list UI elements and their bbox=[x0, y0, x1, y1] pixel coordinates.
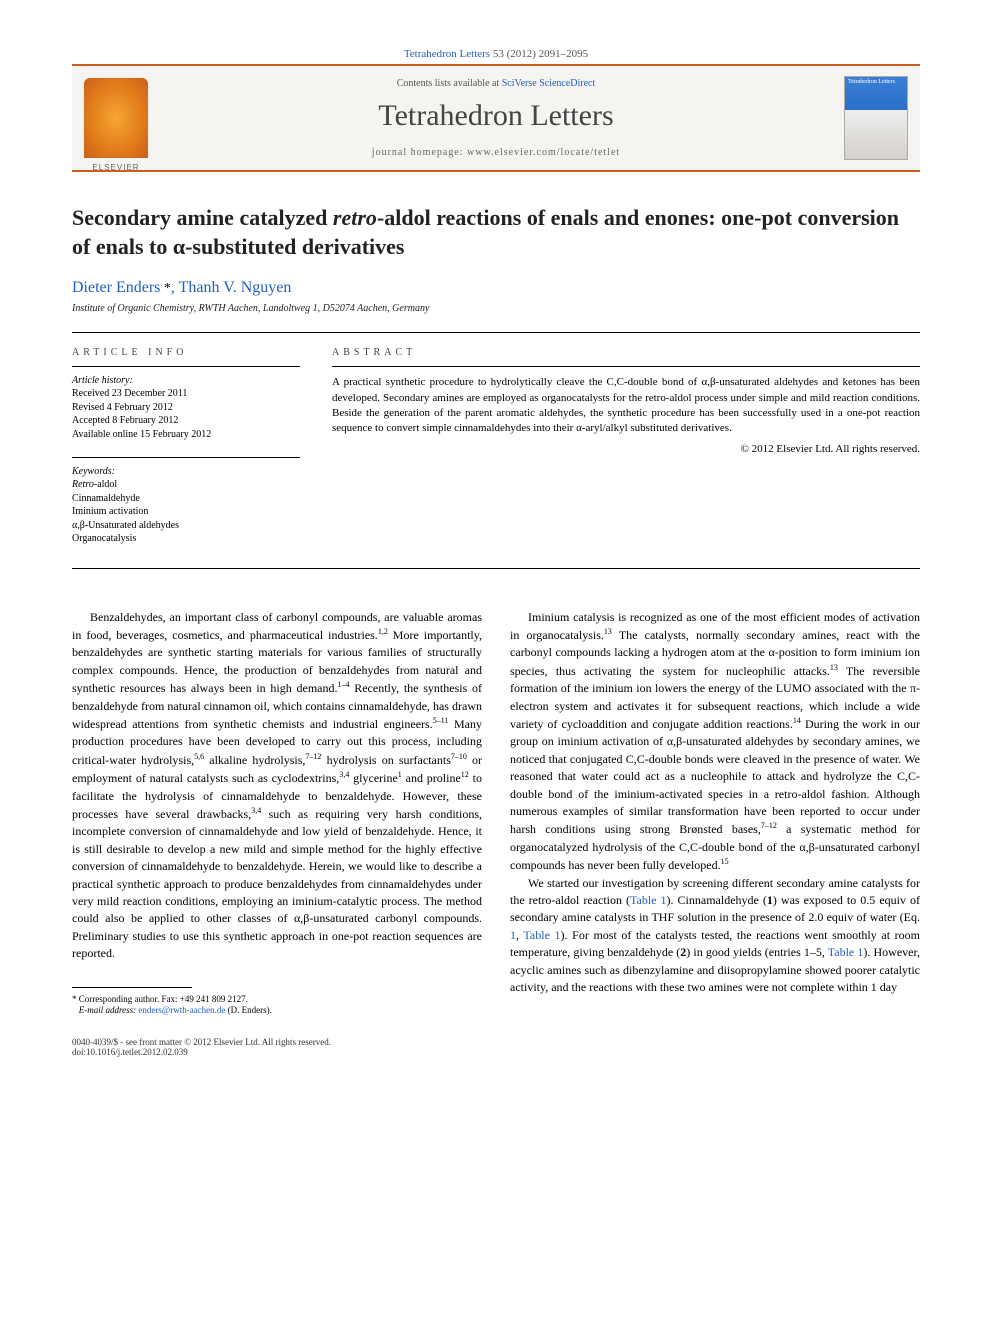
divider-keywords bbox=[72, 457, 300, 458]
keyword-1: Cinnamaldehyde bbox=[72, 492, 300, 506]
author-2[interactable]: Thanh V. Nguyen bbox=[179, 279, 292, 296]
author-line: Dieter Enders *, Thanh V. Nguyen bbox=[72, 279, 920, 297]
elsevier-logo[interactable] bbox=[84, 78, 148, 158]
journal-cover[interactable]: Tetrahedron Letters bbox=[844, 76, 908, 160]
table1-link-1[interactable]: Table 1 bbox=[630, 893, 667, 907]
title-block: Secondary amine catalyzed retro-aldol re… bbox=[72, 204, 920, 261]
sciencedirect-link[interactable]: SciVerse ScienceDirect bbox=[502, 78, 596, 89]
article-info-block: ARTICLE INFO Article history: Received 2… bbox=[72, 347, 300, 546]
eq1-link[interactable]: 1 bbox=[510, 928, 516, 942]
history-3: Available online 15 February 2012 bbox=[72, 428, 300, 442]
abstract-text: A practical synthetic procedure to hydro… bbox=[332, 375, 920, 437]
corr-fax: * Corresponding author. Fax: +49 241 809… bbox=[72, 994, 482, 1006]
contents-line: Contents lists available at SciVerse Sci… bbox=[168, 78, 824, 89]
affiliation: Institute of Organic Chemistry, RWTH Aac… bbox=[72, 303, 920, 314]
journal-header: Contents lists available at SciVerse Sci… bbox=[72, 64, 920, 172]
divider-top bbox=[72, 332, 920, 333]
history-0: Received 23 December 2011 bbox=[72, 387, 300, 401]
article-info-heading: ARTICLE INFO bbox=[72, 347, 300, 358]
table1-link-2[interactable]: Table 1 bbox=[523, 928, 560, 942]
corr-email-person: (D. Enders). bbox=[228, 1005, 272, 1015]
author-1[interactable]: Dieter Enders bbox=[72, 279, 160, 296]
footer-left: 0040-4039/$ - see front matter © 2012 El… bbox=[72, 1037, 331, 1057]
footnote-divider bbox=[72, 987, 192, 988]
body-columns: Benzaldehydes, an important class of car… bbox=[72, 609, 920, 1017]
keywords-head: Keywords: bbox=[72, 466, 300, 477]
divider-abstract bbox=[332, 366, 920, 367]
journal-cover-cell: Tetrahedron Letters bbox=[832, 66, 920, 170]
email-label: E-mail address: bbox=[79, 1005, 136, 1015]
body-para-1: Benzaldehydes, an important class of car… bbox=[72, 609, 482, 963]
body-para-2: Iminium catalysis is recognized as one o… bbox=[510, 609, 920, 875]
citation-line: Tetrahedron Letters 53 (2012) 2091–2095 bbox=[72, 48, 920, 60]
corr-email-line: E-mail address: enders@rwth-aachen.de (D… bbox=[72, 1005, 482, 1017]
citation-volume: 53 (2012) 2091–2095 bbox=[493, 48, 588, 60]
body-col-right: Iminium catalysis is recognized as one o… bbox=[510, 609, 920, 1017]
table1-link-3[interactable]: Table 1 bbox=[828, 945, 864, 959]
body-para-3: We started our investigation by screenin… bbox=[510, 875, 920, 997]
publisher-logo-cell bbox=[72, 66, 160, 170]
homepage-url[interactable]: www.elsevier.com/locate/tetlet bbox=[467, 147, 620, 158]
divider-bottom bbox=[72, 568, 920, 569]
keyword-2: Iminium activation bbox=[72, 505, 300, 519]
homepage-line: journal homepage: www.elsevier.com/locat… bbox=[168, 147, 824, 158]
journal-cover-text: Tetrahedron Letters bbox=[848, 79, 905, 86]
history-head: Article history: bbox=[72, 375, 300, 386]
history-1: Revised 4 February 2012 bbox=[72, 401, 300, 415]
corresponding-marker: * bbox=[160, 281, 171, 296]
homepage-prefix: journal homepage: bbox=[372, 147, 464, 158]
page-footer: 0040-4039/$ - see front matter © 2012 El… bbox=[72, 1037, 920, 1057]
divider-info bbox=[72, 366, 300, 367]
history-2: Accepted 8 February 2012 bbox=[72, 414, 300, 428]
meta-row: ARTICLE INFO Article history: Received 2… bbox=[72, 347, 920, 546]
header-center: Contents lists available at SciVerse Sci… bbox=[160, 66, 832, 170]
footer-copyright: 0040-4039/$ - see front matter © 2012 El… bbox=[72, 1037, 331, 1047]
journal-name: Tetrahedron Letters bbox=[168, 99, 824, 133]
footer-doi: doi:10.1016/j.tetlet.2012.02.039 bbox=[72, 1047, 331, 1057]
abstract-heading: ABSTRACT bbox=[332, 347, 920, 358]
corresponding-footnote: * Corresponding author. Fax: +49 241 809… bbox=[72, 994, 482, 1017]
abstract-block: ABSTRACT A practical synthetic procedure… bbox=[332, 347, 920, 546]
keywords-block: Keywords: Retro-aldol Cinnamaldehyde Imi… bbox=[72, 457, 300, 546]
keyword-4: Organocatalysis bbox=[72, 532, 300, 546]
keyword-3: α,β-Unsaturated aldehydes bbox=[72, 519, 300, 533]
page-root: Tetrahedron Letters 53 (2012) 2091–2095 … bbox=[0, 0, 992, 1105]
article-title: Secondary amine catalyzed retro-aldol re… bbox=[72, 204, 920, 261]
body-col-left: Benzaldehydes, an important class of car… bbox=[72, 609, 482, 1017]
contents-prefix: Contents lists available at bbox=[397, 78, 499, 89]
citation-journal-link[interactable]: Tetrahedron Letters bbox=[404, 48, 490, 60]
corr-email-link[interactable]: enders@rwth-aachen.de bbox=[138, 1005, 225, 1015]
abstract-copyright: © 2012 Elsevier Ltd. All rights reserved… bbox=[332, 443, 920, 455]
keyword-0: Retro-aldol bbox=[72, 478, 300, 492]
